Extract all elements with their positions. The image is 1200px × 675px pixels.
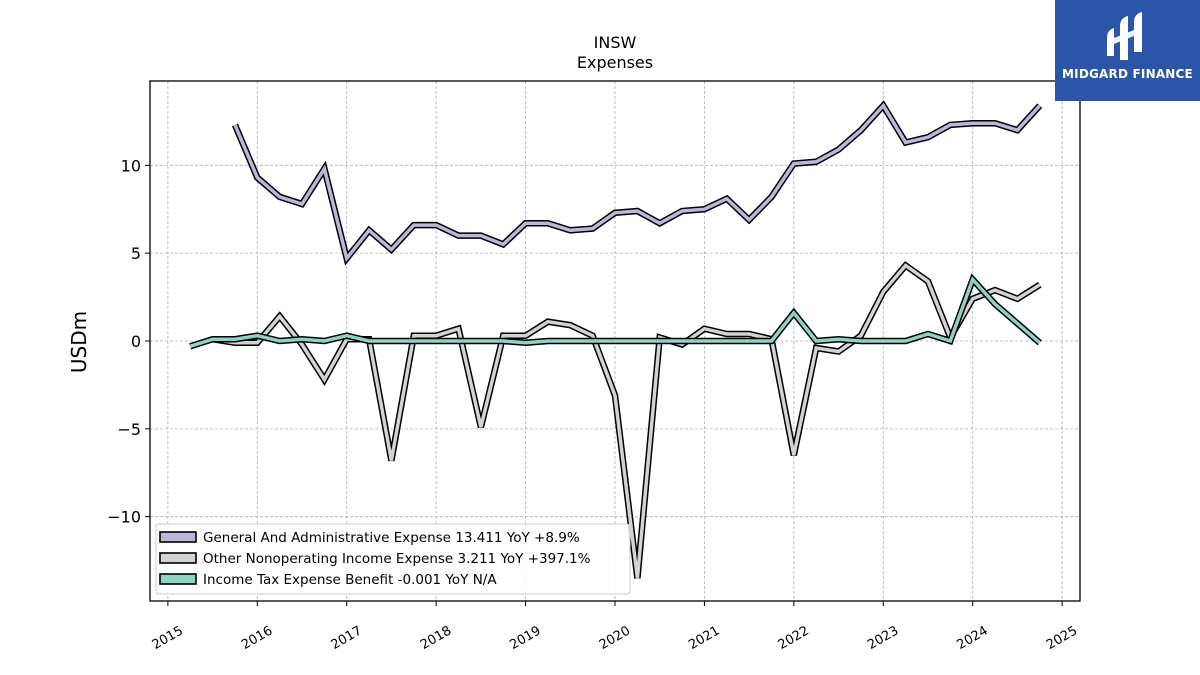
brand-mark-icon (1107, 12, 1142, 60)
legend-label-1: General And Administrative Expense 13.41… (203, 530, 580, 546)
y-axis-label: USDm (67, 311, 91, 373)
x-tick-label: 2024 (955, 623, 991, 653)
brand-name: MIDGARD FINANCE (1062, 67, 1193, 81)
x-tick-label: 2015 (150, 623, 186, 653)
y-tick-label: 10 (121, 156, 141, 175)
series-line-3 (189, 276, 1041, 348)
x-tick-label: 2021 (686, 623, 722, 653)
x-tick-label: 2025 (1044, 623, 1080, 653)
chart-subtitle: Expenses (577, 53, 653, 72)
legend-label-2: Other Nonoperating Income Expense 3.211 … (203, 551, 591, 567)
legend: General And Administrative Expense 13.41… (155, 523, 631, 595)
legend-swatch-3 (159, 573, 197, 585)
series-lines (189, 100, 1043, 579)
legend-swatch-1 (159, 531, 197, 543)
x-tick-label: 2023 (865, 623, 901, 653)
y-tick-label: −5 (117, 420, 141, 439)
y-tick-label: −10 (107, 508, 141, 527)
brand-logo: MIDGARD FINANCE (1055, 0, 1200, 101)
chart-title: INSW (594, 33, 637, 52)
x-tick-label: 2020 (597, 623, 633, 653)
x-tick-label: 2016 (239, 623, 275, 653)
legend-swatch-2 (159, 552, 197, 564)
x-tick-label: 2019 (507, 623, 543, 653)
x-tick-label: 2022 (776, 623, 812, 653)
series-line-1 (233, 102, 1042, 263)
x-tick-label: 2018 (418, 623, 454, 653)
y-tick-label: 5 (131, 244, 141, 263)
legend-frame (155, 523, 631, 595)
x-tick-label: 2017 (329, 623, 365, 653)
y-tick-label: 0 (131, 332, 141, 351)
series-outline-1 (232, 100, 1043, 266)
legend-label-3: Income Tax Expense Benefit -0.001 YoY N/… (203, 572, 497, 588)
